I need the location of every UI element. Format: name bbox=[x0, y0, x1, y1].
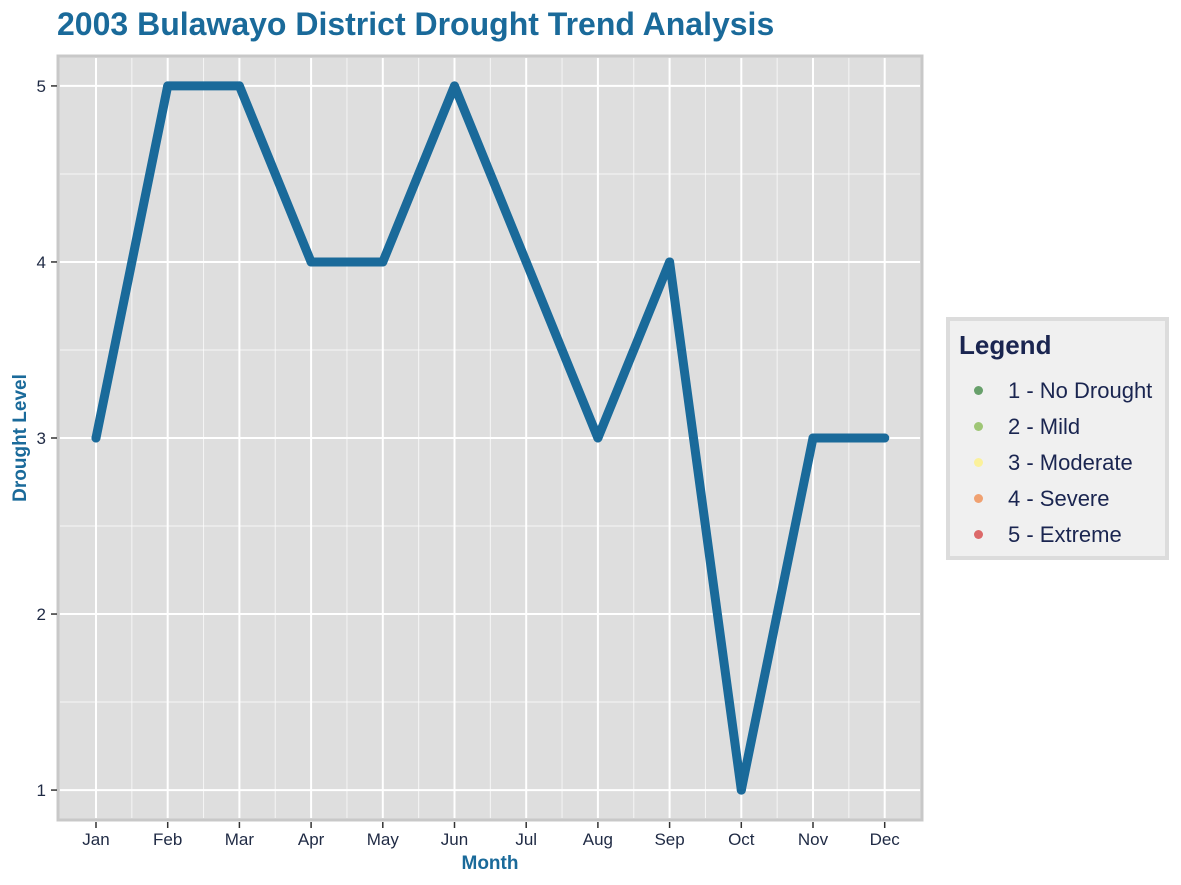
x-tick-label: Sep bbox=[654, 830, 684, 849]
chart-title: 2003 Bulawayo District Drought Trend Ana… bbox=[57, 6, 775, 42]
y-tick-label: 5 bbox=[37, 77, 46, 96]
y-tick-label: 2 bbox=[37, 605, 46, 624]
x-tick-label: Jun bbox=[441, 830, 468, 849]
y-tick-label: 4 bbox=[37, 253, 46, 272]
legend-label: 3 - Moderate bbox=[1008, 450, 1133, 475]
series-layer bbox=[91, 81, 890, 795]
x-tick-label: Jul bbox=[515, 830, 537, 849]
legend-entry: 4 - Severe bbox=[950, 481, 1165, 517]
x-tick-label: Nov bbox=[798, 830, 829, 849]
legend-swatch bbox=[974, 458, 983, 467]
legend-swatch bbox=[974, 422, 983, 431]
legend-swatch bbox=[974, 530, 983, 539]
legend-label: 2 - Mild bbox=[1008, 414, 1081, 439]
data-point-jan bbox=[91, 433, 101, 443]
legend-swatch bbox=[974, 386, 983, 395]
x-tick-label: Dec bbox=[870, 830, 901, 849]
x-tick-label: Jan bbox=[82, 830, 109, 849]
y-tick-label: 3 bbox=[37, 429, 46, 448]
legend-entry: 2 - Mild bbox=[950, 409, 1165, 445]
data-point-feb bbox=[163, 81, 173, 91]
legend-label: 4 - Severe bbox=[1008, 486, 1110, 511]
data-point-dec bbox=[880, 433, 890, 443]
legend-entry: 3 - Moderate bbox=[950, 445, 1165, 481]
legend-title: Legend bbox=[959, 330, 1052, 360]
legend-entry: 5 - Extreme bbox=[950, 517, 1165, 553]
x-tick-label: Mar bbox=[225, 830, 255, 849]
data-point-may bbox=[378, 257, 388, 267]
data-point-aug bbox=[593, 433, 603, 443]
x-tick-label: Oct bbox=[728, 830, 755, 849]
x-axis-title: Month bbox=[462, 853, 519, 874]
data-point-jun bbox=[450, 81, 459, 91]
x-tick-label: May bbox=[367, 830, 400, 849]
x-tick-label: Feb bbox=[153, 830, 182, 849]
data-point-mar bbox=[234, 81, 244, 91]
drought-level-line bbox=[91, 81, 890, 795]
axes: Jan Feb Mar Apr May Jun Jul Aug Sep Oct Nov Dec 1 2 3 4… bbox=[37, 77, 901, 849]
legend-entry: 1 - No Drought bbox=[950, 373, 1165, 409]
legend-swatch bbox=[974, 494, 983, 503]
legend-label: 1 - No Drought bbox=[1008, 378, 1153, 403]
y-axis-title: Drought Level bbox=[10, 374, 31, 502]
data-point-nov bbox=[808, 433, 818, 443]
x-tick-label: Apr bbox=[298, 830, 325, 849]
y-tick-label: 1 bbox=[37, 781, 46, 800]
data-point-jul bbox=[521, 257, 531, 267]
legend-label: 5 - Extreme bbox=[1008, 522, 1122, 547]
data-point-sep bbox=[665, 257, 675, 267]
data-point-oct bbox=[736, 785, 746, 795]
x-tick-label: Aug bbox=[583, 830, 613, 849]
legend: Legend 1 - No Drought 2 - Mild 3 - Moderat… bbox=[946, 317, 1169, 560]
data-point-apr bbox=[306, 257, 316, 267]
